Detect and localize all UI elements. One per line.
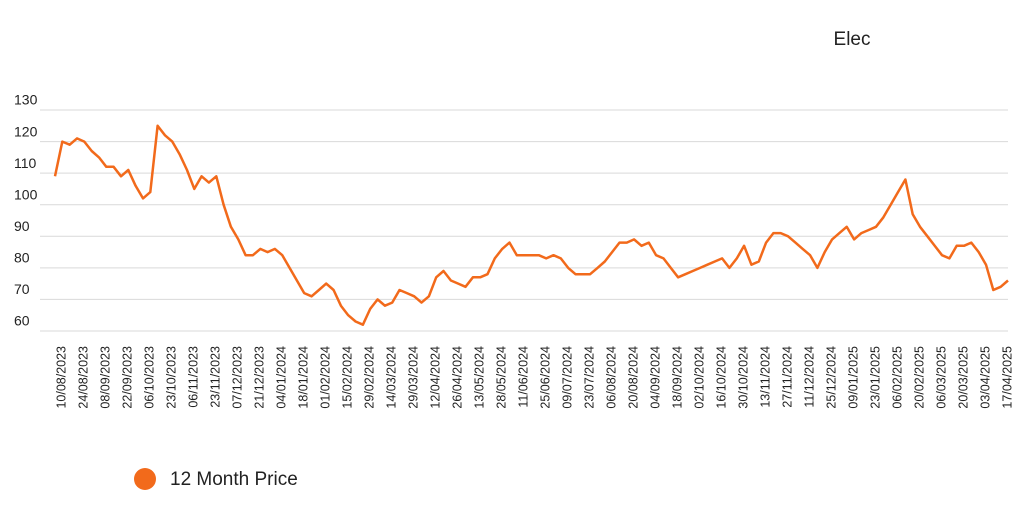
x-tick-label: 11/06/2024 — [516, 346, 530, 408]
x-tick-label: 20/08/2024 — [626, 346, 640, 409]
x-tick-label: 27/11/2024 — [780, 346, 794, 408]
y-tick-label: 70 — [14, 281, 30, 297]
x-tick-label: 21/12/2023 — [253, 346, 267, 409]
x-tick-label: 08/09/2023 — [99, 346, 113, 409]
x-tick-label: 18/09/2024 — [670, 346, 684, 409]
x-tick-label: 20/03/2025 — [956, 346, 970, 409]
x-tick-label: 10/08/2023 — [55, 346, 69, 409]
x-tick-label: 07/12/2023 — [231, 346, 245, 409]
x-tick-label: 03/04/2025 — [978, 346, 992, 409]
x-tick-label: 17/04/2025 — [1000, 346, 1014, 409]
x-tick-label: 29/03/2024 — [407, 346, 421, 409]
y-tick-label: 90 — [14, 218, 30, 234]
x-tick-label: 30/10/2024 — [736, 346, 750, 409]
x-tick-label: 18/01/2024 — [297, 346, 311, 409]
chart-title: Elec — [834, 29, 871, 50]
x-tick-label: 20/02/2025 — [912, 346, 926, 409]
x-tick-label: 04/09/2024 — [648, 346, 662, 409]
x-tick-label: 06/08/2024 — [604, 346, 618, 409]
x-tick-label: 25/12/2024 — [824, 346, 838, 409]
legend-label: 12 Month Price — [170, 469, 298, 490]
y-tick-label: 110 — [14, 155, 37, 171]
x-tick-label: 24/08/2023 — [77, 346, 91, 409]
x-tick-label: 16/10/2024 — [714, 346, 728, 409]
x-tick-label: 13/05/2024 — [472, 346, 486, 409]
x-tick-label: 12/04/2024 — [428, 346, 442, 409]
x-tick-label: 26/04/2024 — [450, 346, 464, 409]
x-tick-label: 06/11/2023 — [187, 346, 201, 408]
x-tick-label: 06/03/2025 — [934, 346, 948, 409]
y-tick-label: 60 — [14, 313, 30, 329]
x-tick-label: 14/03/2024 — [385, 346, 399, 409]
x-tick-label: 28/05/2024 — [494, 346, 508, 409]
x-tick-label: 23/10/2023 — [165, 346, 179, 409]
x-tick-label: 09/01/2025 — [846, 346, 860, 409]
x-tick-label: 09/07/2024 — [560, 346, 574, 409]
x-tick-label: 23/07/2024 — [582, 346, 596, 409]
x-tick-label: 06/02/2025 — [890, 346, 904, 409]
x-tick-label: 23/11/2023 — [209, 346, 223, 408]
x-tick-label: 23/01/2025 — [868, 346, 882, 409]
x-tick-label: 15/02/2024 — [341, 346, 355, 409]
x-tick-label: 04/01/2024 — [275, 346, 289, 409]
legend-marker — [134, 468, 156, 490]
y-tick-label: 80 — [14, 250, 30, 266]
x-tick-label: 06/10/2023 — [143, 346, 157, 409]
y-tick-label: 100 — [14, 186, 38, 202]
x-tick-label: 11/12/2024 — [802, 346, 816, 408]
x-tick-label: 01/02/2024 — [319, 346, 333, 409]
x-tick-label: 22/09/2023 — [121, 346, 135, 409]
y-tick-label: 120 — [14, 123, 38, 139]
x-tick-label: 02/10/2024 — [692, 346, 706, 409]
x-tick-label: 13/11/2024 — [758, 346, 772, 408]
line-series — [53, 124, 1009, 326]
x-tick-label: 25/06/2024 — [538, 346, 552, 409]
y-tick-label: 130 — [14, 92, 38, 108]
x-tick-label: 29/02/2024 — [363, 346, 377, 409]
